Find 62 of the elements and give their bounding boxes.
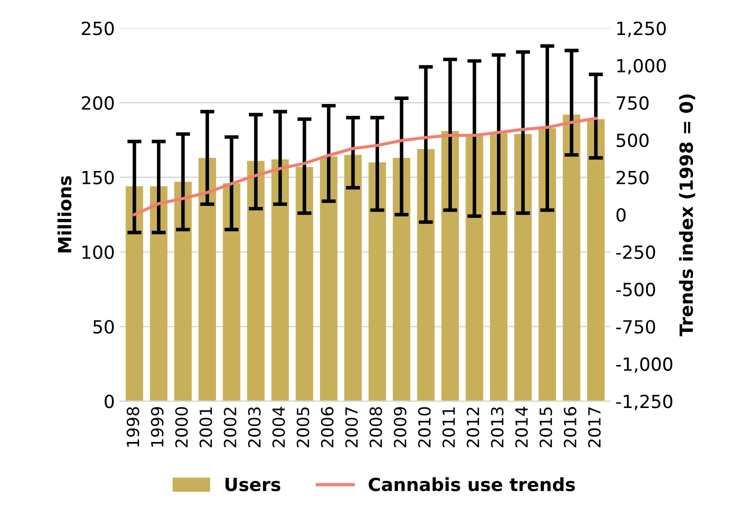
x-tick-label: 2002 [224, 408, 236, 448]
bar [466, 136, 484, 402]
bar [150, 186, 168, 402]
x-tick-label: 2006 [320, 407, 334, 448]
x-tick-label: 2017 [588, 407, 601, 448]
line-series [132, 116, 598, 216]
x-tick-label: 2001 [200, 408, 212, 448]
x-tick-label: 2008 [370, 407, 382, 448]
bar [222, 183, 240, 402]
x-tick-label: 2000 [175, 407, 188, 448]
y2-tick-label: -1,000 [616, 357, 672, 373]
y-tick-label: 200 [82, 96, 114, 110]
y2-tick-label: 500 [616, 133, 649, 148]
y2-axis-title: Trends index (1998 = 0) [679, 94, 696, 336]
y-tick-label: 250 [82, 22, 114, 36]
x-tick-label: 2012 [466, 408, 480, 448]
bar [490, 132, 508, 402]
bar [126, 186, 144, 402]
bar [441, 131, 459, 402]
bar [587, 119, 605, 402]
x-tick-label: 2013 [490, 407, 504, 448]
bar [538, 128, 556, 402]
bar [271, 159, 289, 402]
y-tick-label: 50 [93, 320, 114, 334]
x-tick-label: 2010 [418, 407, 431, 448]
bar [368, 162, 386, 402]
x-tick-label: 1998 [126, 407, 140, 447]
x-tick-label: 1999 [150, 407, 164, 447]
bar [514, 134, 532, 402]
bar [562, 114, 580, 402]
x-tick-label: 2005 [296, 407, 310, 448]
x-tick-label: 2015 [540, 407, 552, 448]
y2-tick-label: 250 [616, 170, 649, 184]
bar [392, 158, 410, 402]
bar [247, 160, 265, 402]
bar [344, 154, 362, 402]
y-tick-label: 150 [82, 170, 114, 184]
y2-tick-label: -750 [616, 320, 656, 334]
x-tick-label: 2004 [272, 406, 285, 448]
x-tick-label: 2011 [442, 408, 455, 448]
bar [296, 166, 314, 402]
y-tick-label: 0 [104, 394, 114, 408]
y2-tick-label: 1,000 [617, 58, 666, 74]
x-tick-label: 2016 [564, 407, 576, 448]
bar [417, 148, 435, 402]
x-tick-label: 2003 [248, 407, 261, 448]
y2-tick-label: -500 [616, 282, 656, 296]
y2-tick-label: -250 [616, 245, 656, 260]
y2-tick-label: 0 [616, 208, 626, 222]
y2-tick-label: 1,250 [617, 22, 666, 38]
legend-label: Cannabis use trends [368, 477, 575, 492]
x-tick-label: 2009 [394, 407, 406, 448]
y2-tick-label: 750 [616, 96, 649, 110]
legend-label: Users [226, 478, 280, 492]
y-axis-title: Millions [57, 176, 72, 252]
y2-tick-label: -1,250 [616, 394, 672, 410]
bar [174, 182, 192, 402]
y-tick-label: 100 [82, 245, 114, 260]
bar [198, 158, 216, 402]
x-tick-label: 2007 [345, 407, 358, 448]
x-tick-label: 2014 [515, 406, 528, 448]
bar [320, 156, 338, 402]
